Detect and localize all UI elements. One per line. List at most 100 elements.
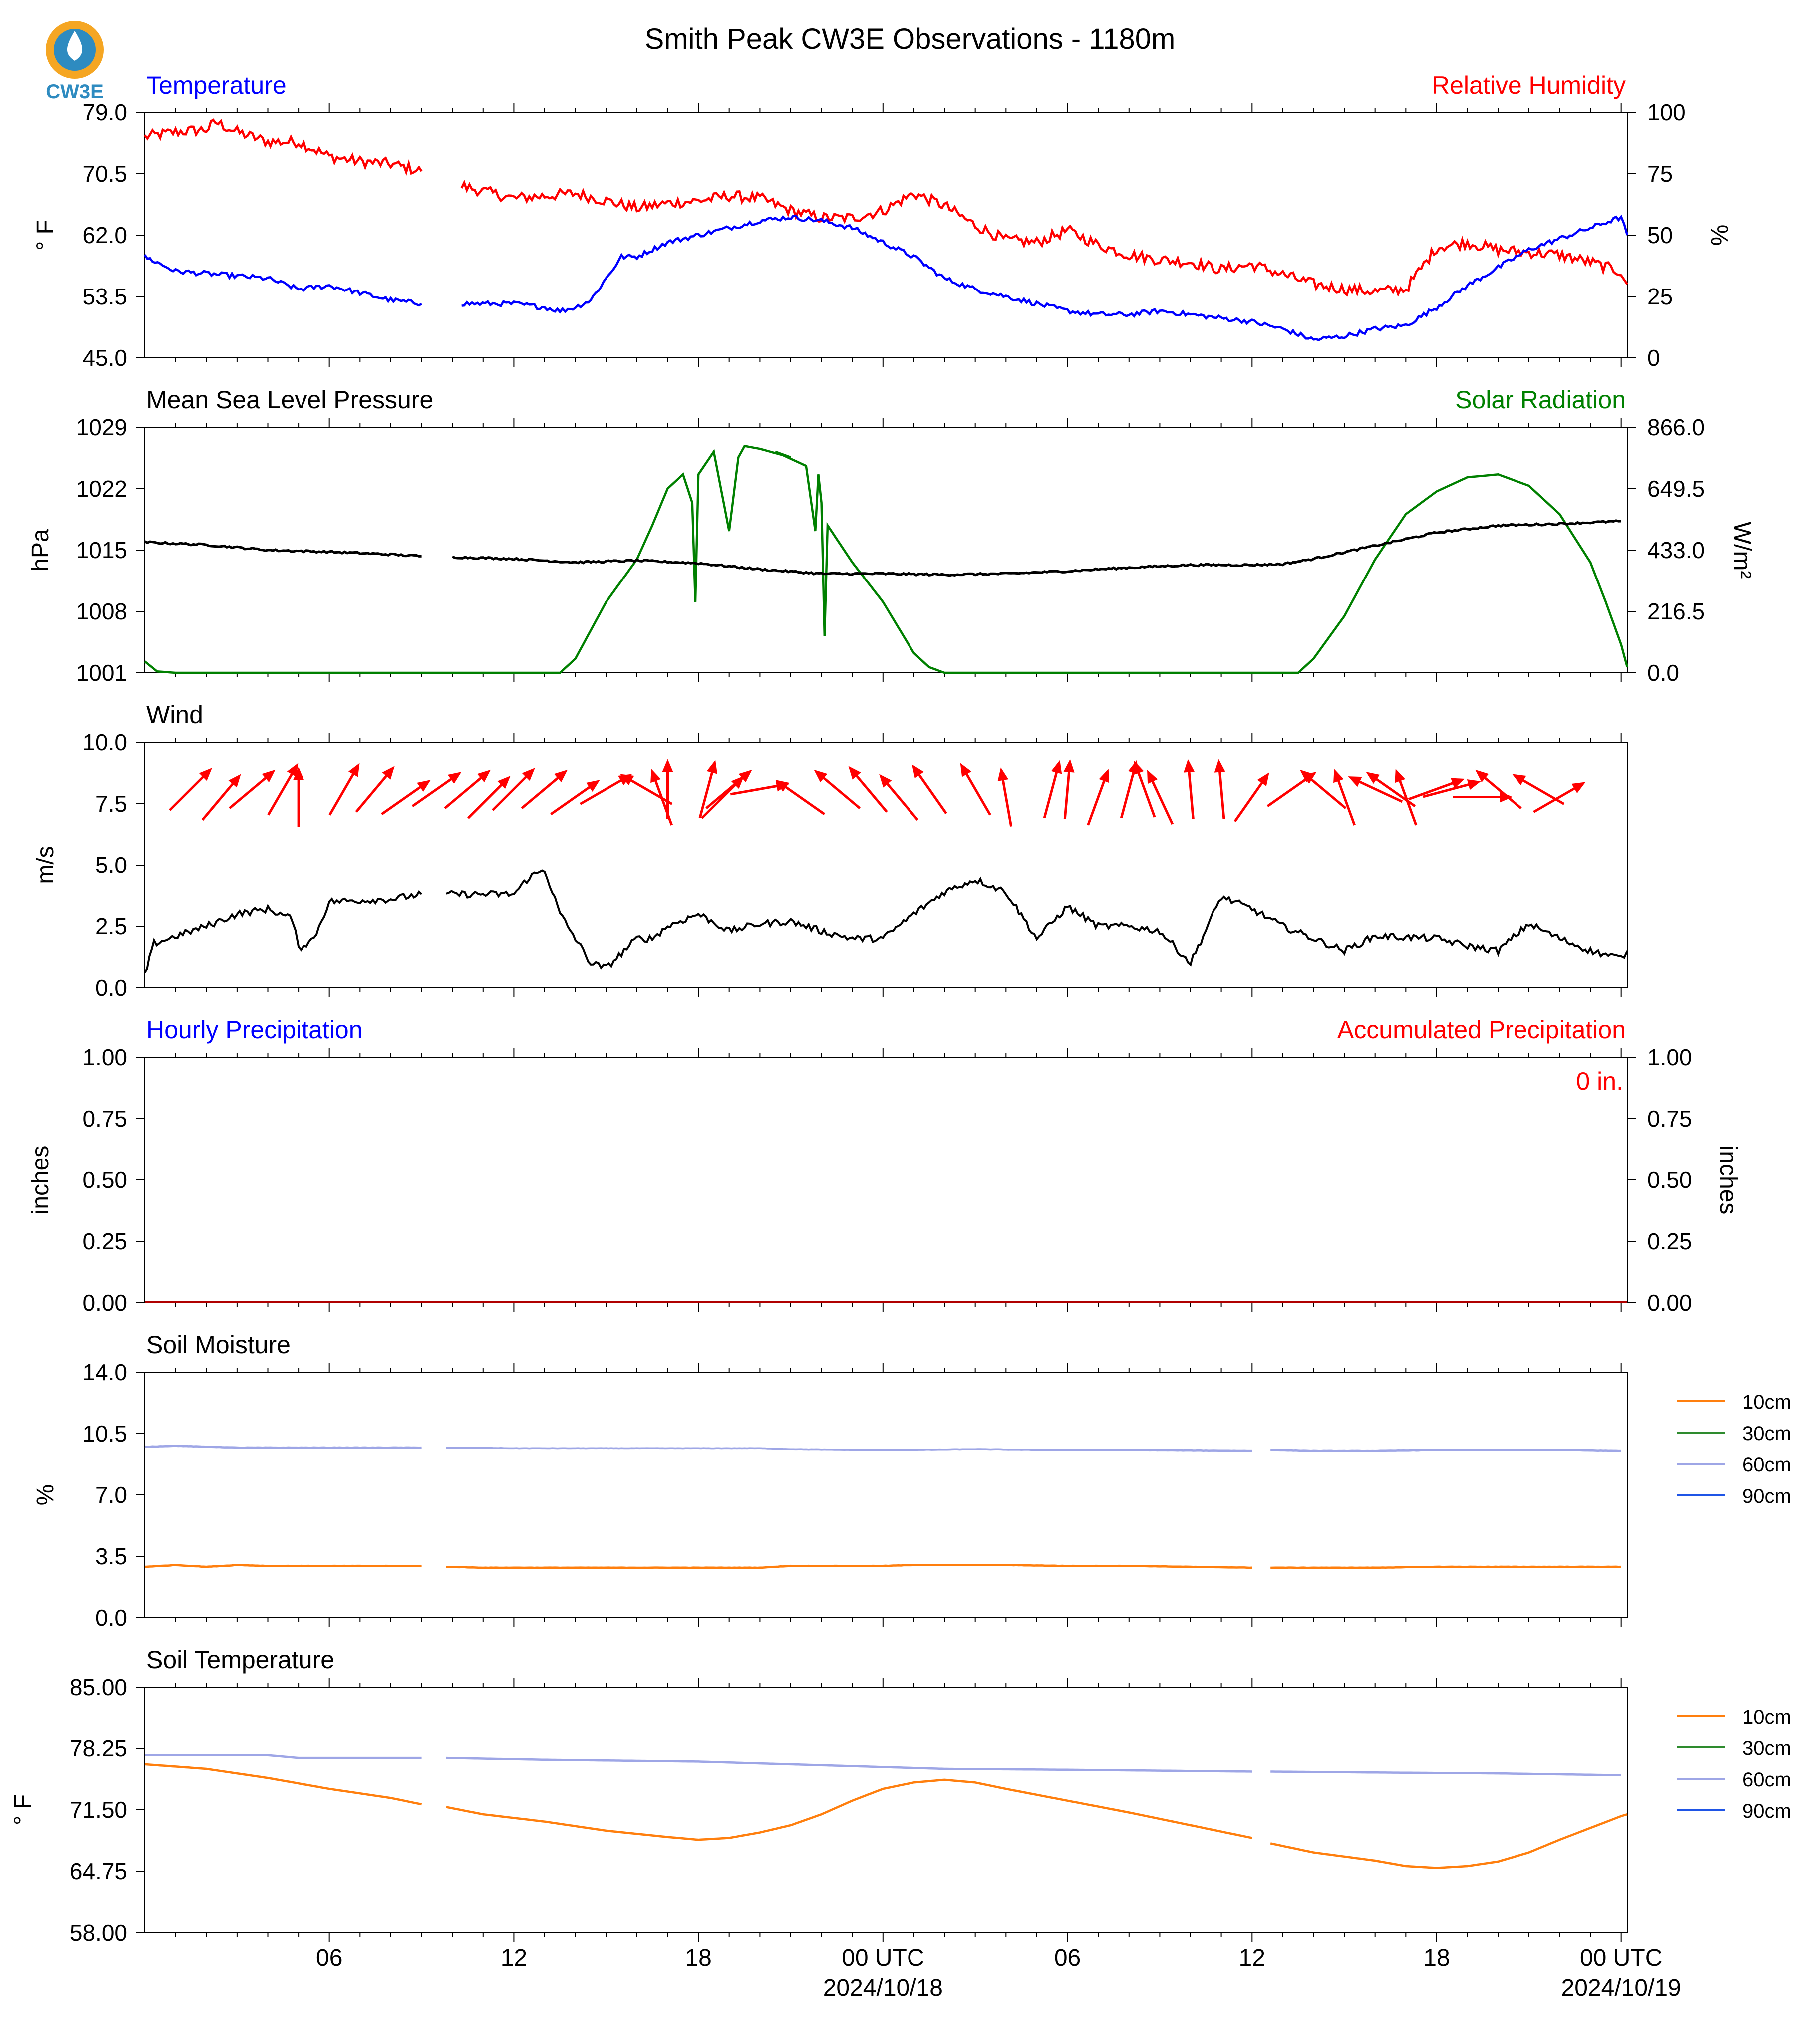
legend-label: 30cm xyxy=(1742,1423,1791,1445)
precip-tick: 0.75 xyxy=(82,1106,127,1132)
soil-moisture-tick: 0.0 xyxy=(95,1605,127,1631)
wind-arrow-icon xyxy=(1233,772,1269,823)
wind-arrow-icon xyxy=(620,774,673,805)
temp-left-axis: 79.0 70.5 62.0 53.5 45.0 ° F xyxy=(32,99,145,371)
temp-tick: 70.5 xyxy=(82,161,127,187)
solar-series-line xyxy=(144,445,1629,674)
wind-arrow-icon xyxy=(848,766,888,813)
soil-temp-10cm-line xyxy=(144,1763,1628,1869)
wind-arrow-icon xyxy=(1533,782,1586,813)
wind-arrow-icon xyxy=(775,780,826,815)
precip-right-ylabel: inches xyxy=(1715,1146,1741,1215)
wind-arrow-icon xyxy=(293,767,304,827)
accum-precip-value: 0 in. xyxy=(1576,1067,1623,1095)
solar-tick: 649.5 xyxy=(1647,476,1705,502)
humidity-title: Relative Humidity xyxy=(1432,71,1626,99)
panel-precipitation: Hourly Precipitation Accumulated Precipi… xyxy=(27,1016,1741,1316)
wind-arrow-icon xyxy=(1408,778,1465,801)
temp-tick: 62.0 xyxy=(82,222,127,248)
rh-tick: 100 xyxy=(1647,99,1686,125)
solar-title: Solar Radiation xyxy=(1455,386,1626,414)
soil-temp-tick: 85.00 xyxy=(70,1674,127,1700)
hourly-precip-title: Hourly Precipitation xyxy=(146,1016,363,1044)
temperature-series-line xyxy=(144,214,1629,341)
solar-tick: 216.5 xyxy=(1647,598,1705,624)
soil-temp-tick: 64.75 xyxy=(70,1858,127,1884)
pressure-tick: 1015 xyxy=(76,537,127,563)
x-tick-marks xyxy=(175,418,1622,682)
wind-title: Wind xyxy=(146,701,203,729)
temp-rh-frame xyxy=(144,112,1628,358)
wind-arrow-icon xyxy=(550,780,600,815)
x-tick-marks xyxy=(175,1678,1622,1942)
soil-moisture-frame xyxy=(144,1372,1628,1618)
wind-arrow-icon xyxy=(444,769,491,809)
soil-temp-frame xyxy=(144,1687,1628,1933)
soil-temp-60cm-line xyxy=(145,1754,1621,1777)
soil-temp-tick: 78.25 xyxy=(70,1736,127,1761)
wind-arrow-icon xyxy=(911,764,947,815)
rh-right-axis: 100 75 50 25 0 % xyxy=(1627,99,1732,371)
panel-wind: Wind 10.0 7.5 5.0 2.5 0.0 m/s xyxy=(32,701,1628,1001)
precip-tick: 1.00 xyxy=(82,1044,127,1070)
wind-tick: 0.0 xyxy=(95,975,127,1001)
soil-moisture-title: Soil Moisture xyxy=(146,1331,291,1359)
precip-tick: 0.00 xyxy=(1647,1290,1692,1316)
time-tick-label: 00 UTC xyxy=(842,1945,924,1971)
precip-left-axis: 1.00 0.75 0.50 0.25 0.00 inches xyxy=(27,1044,145,1316)
time-axis-labels: 06 12 18 00 UTC 06 12 18 00 UTC 2024/10/18 2024/1… xyxy=(316,1945,1681,2001)
precip-tick: 0.75 xyxy=(1647,1106,1692,1132)
soil-moisture-left-axis: 14.0 10.5 7.0 3.5 0.0 % xyxy=(32,1359,145,1631)
precip-tick: 0.00 xyxy=(82,1290,127,1316)
wind-arrow-icon xyxy=(355,766,395,813)
cw3e-logo: CW3E xyxy=(46,21,104,103)
wind-tick: 10.0 xyxy=(82,729,127,755)
wind-speed-series-line xyxy=(144,869,1628,973)
soil-moisture-tick: 14.0 xyxy=(82,1359,127,1385)
pressure-ylabel: hPa xyxy=(27,529,54,572)
wind-tick: 5.0 xyxy=(95,852,127,878)
solar-tick: 866.0 xyxy=(1647,414,1705,440)
wind-arrow-icon xyxy=(1133,761,1156,818)
wind-arrow-icon xyxy=(467,776,511,819)
wind-arrow-icon xyxy=(1300,769,1347,809)
pressure-tick: 1029 xyxy=(76,414,127,440)
time-tick-label: 18 xyxy=(1423,1945,1450,1971)
legend-label: 90cm xyxy=(1742,1800,1791,1822)
wind-left-axis: 10.0 7.5 5.0 2.5 0.0 m/s xyxy=(32,729,145,1001)
x-tick-marks xyxy=(175,1363,1622,1627)
temperature-title: Temperature xyxy=(146,71,287,99)
wind-arrow-icon xyxy=(1348,776,1403,803)
time-tick-label: 18 xyxy=(685,1945,711,1971)
wind-arrow-icon xyxy=(1063,759,1075,819)
x-tick-marks xyxy=(175,103,1622,367)
panel-soil-moisture: Soil Moisture 14.0 10.5 7.0 3.5 0.0 % 10… xyxy=(32,1331,1791,1631)
pressure-title: Mean Sea Level Pressure xyxy=(146,386,433,414)
date-label: 2024/10/19 xyxy=(1561,1975,1681,2001)
pressure-series-line xyxy=(144,519,1621,577)
precip-frame xyxy=(144,1057,1628,1303)
pressure-tick: 1001 xyxy=(76,660,127,686)
wind-arrows xyxy=(169,759,1586,827)
wind-arrow-icon xyxy=(1043,760,1062,819)
temp-tick: 45.0 xyxy=(82,345,127,371)
wind-arrow-icon xyxy=(698,760,717,819)
rh-tick: 75 xyxy=(1647,161,1673,187)
wind-arrow-icon xyxy=(169,768,212,811)
solar-tick: 433.0 xyxy=(1647,537,1705,563)
wind-arrow-icon xyxy=(960,763,991,816)
precip-tick: 0.50 xyxy=(82,1167,127,1193)
time-tick-label: 06 xyxy=(316,1945,342,1971)
wind-arrow-icon xyxy=(705,769,752,809)
wind-arrow-icon xyxy=(1395,769,1418,826)
pressure-tick: 1008 xyxy=(76,598,127,624)
time-tick-label: 00 UTC xyxy=(1580,1945,1662,1971)
wind-arrow-icon xyxy=(201,774,241,821)
x-tick-marks xyxy=(175,733,1622,997)
wind-arrow-icon xyxy=(879,774,919,821)
wind-arrow-icon xyxy=(1184,759,1195,819)
wind-arrow-icon xyxy=(381,780,431,815)
rh-ylabel: % xyxy=(1706,225,1732,246)
pressure-solar-frame xyxy=(144,427,1628,673)
